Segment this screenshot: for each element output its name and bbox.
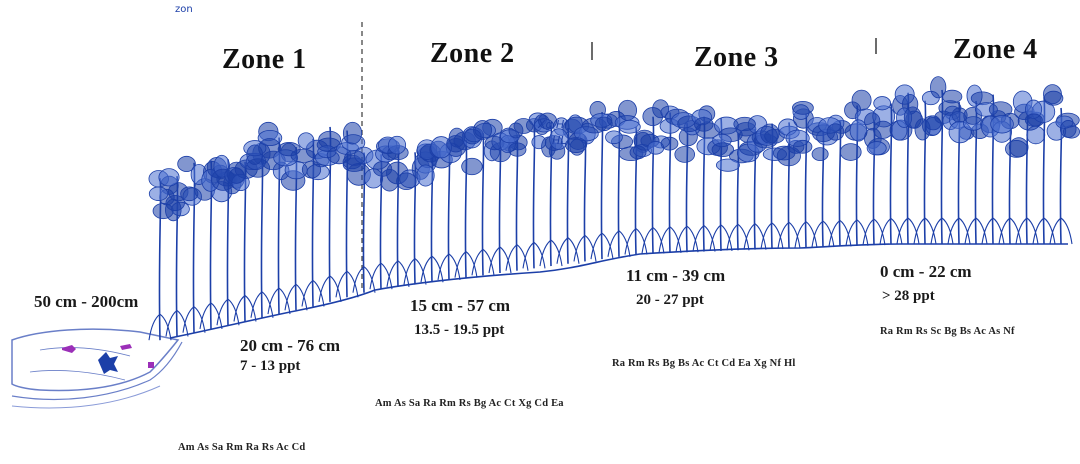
mangrove-forest bbox=[148, 76, 1080, 341]
zone-1-depth: 20 cm - 76 cm bbox=[240, 336, 341, 355]
zone-1-salinity: 7 - 13 ppt bbox=[240, 358, 301, 374]
zone-4-species: Ra Rm Rs Sc Bg Bs Ac As Nf bbox=[880, 326, 1015, 337]
crab-icon bbox=[98, 352, 118, 374]
mangrove-tree bbox=[342, 146, 384, 293]
mangrove-tree bbox=[990, 112, 1029, 245]
mangrove-tree bbox=[499, 122, 529, 271]
mangrove-tree bbox=[158, 168, 190, 337]
mangrove-tree bbox=[513, 112, 551, 269]
mangrove-tree bbox=[290, 132, 330, 307]
mangrove-tree bbox=[548, 114, 590, 264]
water-depth-label: 50 cm - 200cm bbox=[34, 292, 139, 311]
water-body bbox=[11, 328, 183, 409]
mangrove-tree bbox=[1046, 107, 1080, 245]
mangrove-tree bbox=[818, 114, 862, 247]
tree-annotation-hl: HL bbox=[552, 134, 567, 147]
mangrove-tree bbox=[1024, 84, 1064, 245]
mangrove-tree bbox=[671, 112, 702, 253]
zone-4-depth: 0 cm - 22 cm bbox=[880, 262, 972, 281]
mangrove-tree bbox=[751, 123, 787, 250]
scribble-mark: zon bbox=[175, 4, 193, 15]
mangrove-tree bbox=[862, 105, 896, 246]
zone-2-salinity: 13.5 - 19.5 ppt bbox=[414, 322, 505, 338]
zone-1-species: Am As Sa Rm Ra Rs Ac Cd bbox=[178, 442, 306, 453]
zone-3-depth: 11 cm - 39 cm bbox=[626, 266, 726, 285]
mangrove-tree bbox=[913, 90, 943, 245]
zone-4-title: Zone 4 bbox=[953, 34, 1038, 65]
mangrove-tree bbox=[463, 118, 503, 276]
fish-icon bbox=[62, 345, 76, 353]
mangrove-tree bbox=[963, 84, 994, 245]
tree-annotation-xg-hl: Xg Hl bbox=[538, 118, 568, 131]
zone-2-depth: 15 cm - 57 cm bbox=[410, 296, 511, 315]
zone-2-species: Am As Sa Ra Rm Rs Bg Ac Ct Xg Cd Ea bbox=[375, 398, 564, 409]
zone-4-salinity: > 28 ppt bbox=[882, 288, 935, 304]
zone-2-title: Zone 2 bbox=[430, 38, 515, 69]
zone-3-salinity: 20 - 27 ppt bbox=[636, 292, 704, 308]
zone-1-title: Zone 1 bbox=[222, 44, 307, 75]
mangrove-tree bbox=[605, 99, 640, 257]
zone-3-title: Zone 3 bbox=[694, 42, 779, 73]
zone-3-species: Ra Rm Rs Bg Bs Ac Ct Cd Ea Xg Nf Hl bbox=[612, 358, 796, 369]
